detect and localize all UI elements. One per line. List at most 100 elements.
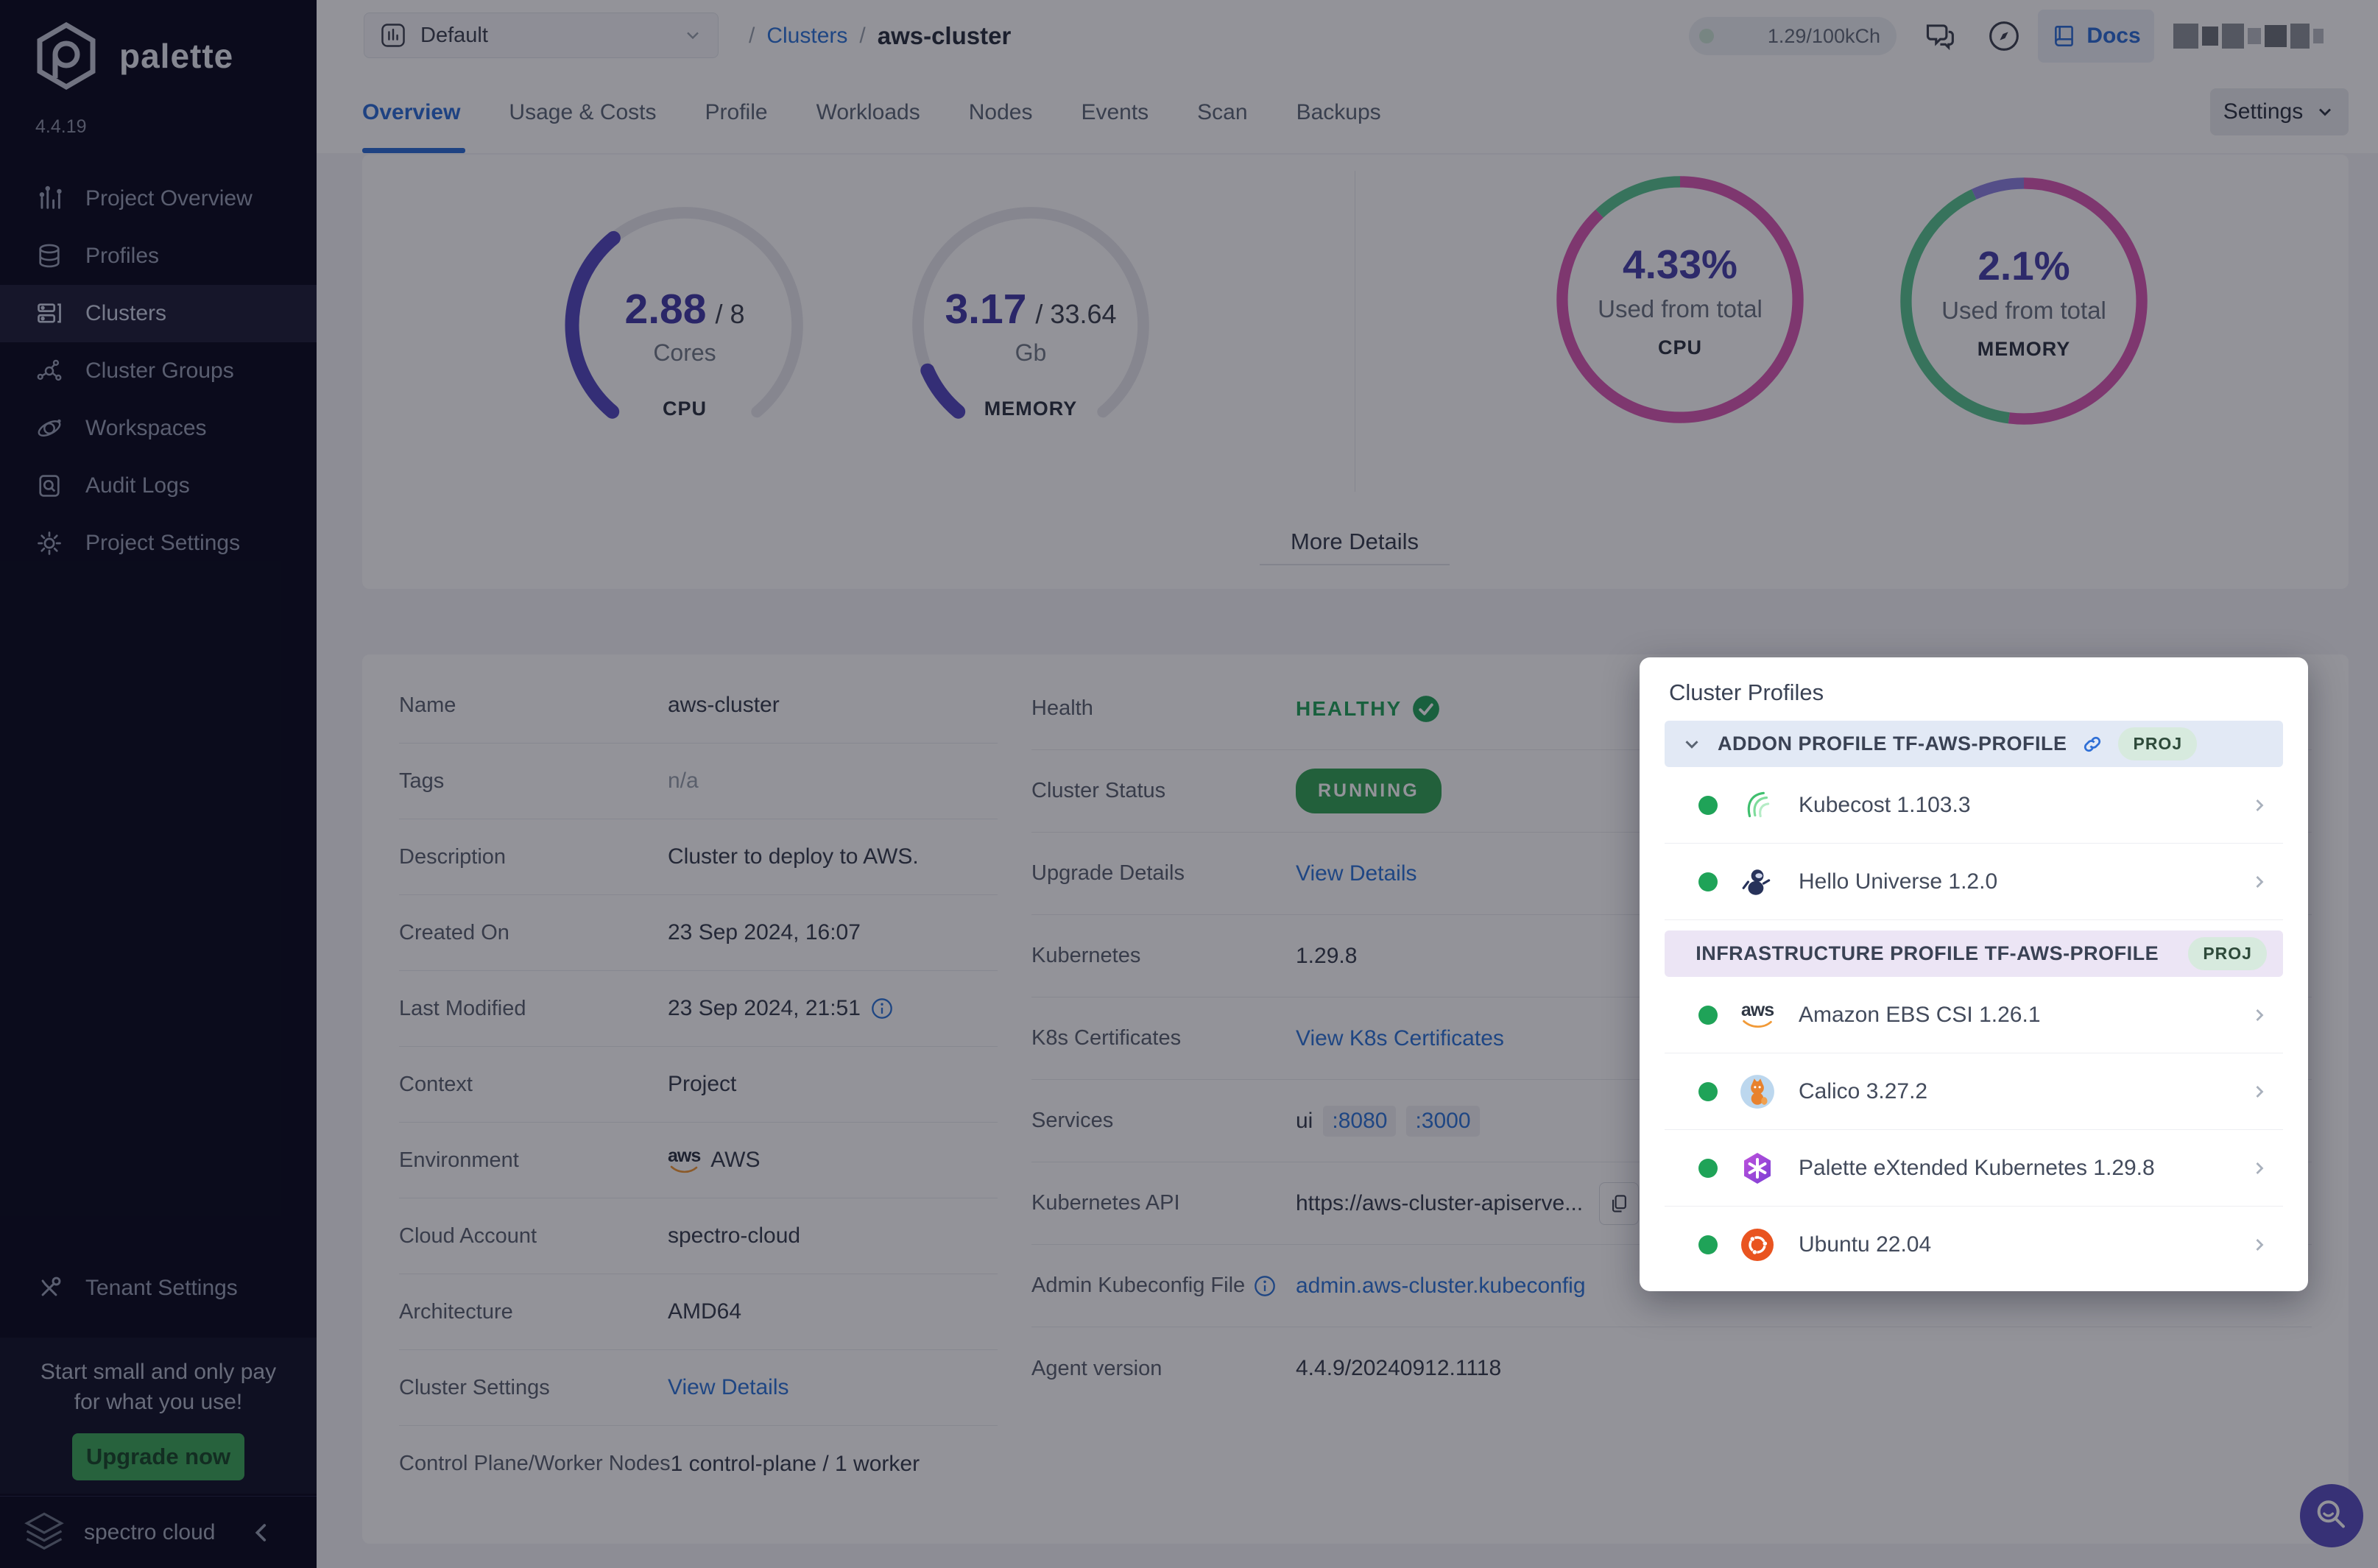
sidebar-item-project-settings[interactable]: Project Settings [0,515,317,572]
info-icon[interactable] [871,997,893,1020]
sidebar-item-cluster-groups[interactable]: Cluster Groups [0,342,317,400]
cluster-tabs: Overview Usage & Costs Profile Workloads… [362,72,2378,153]
chevron-down-icon [2319,108,2332,116]
layers-icon [35,242,63,270]
pack-status-dot [1698,1005,1718,1025]
view-k8s-certificates-link[interactable]: View K8s Certificates [1296,1025,1504,1050]
kubeconfig-download-link[interactable]: admin.aws-cluster.kubeconfig [1296,1273,1586,1298]
detail-label: Name [399,693,456,717]
audit-icon [35,472,63,500]
chevron-right-icon [2256,799,2264,811]
sidebar-item-workspaces[interactable]: Workspaces [0,400,317,457]
detail-value: AMD64 [668,1299,742,1324]
copy-button[interactable] [1599,1182,1640,1225]
pack-name: Hello Universe 1.2.0 [1799,869,1998,894]
kubecost-logo [1737,785,1778,826]
chevron-right-icon [2256,1239,2264,1251]
service-port-link[interactable]: :8080 [1323,1105,1397,1137]
detail-row-name: Name aws-cluster [399,668,998,744]
detail-value: 23 Sep 2024, 16:07 [668,920,861,944]
tab-nodes[interactable]: Nodes [968,100,1033,124]
tab-workloads[interactable]: Workloads [816,100,920,124]
service-port-link[interactable]: :3000 [1406,1105,1480,1137]
scope-badge: PROJ [2118,727,2198,760]
breadcrumb-separator: / [859,24,866,48]
cluster-settings-view-details-link[interactable]: View Details [668,1375,789,1399]
detail-value: 4.4.9/20240912.1118 [1296,1356,1502,1380]
sidebar-item-project-overview[interactable]: Project Overview [0,170,317,227]
tab-scan[interactable]: Scan [1197,100,1248,124]
sidebar-footer: spectro cloud [0,1496,317,1568]
docs-button-label: Docs [2086,24,2141,48]
detail-value: 1 control-plane / 1 worker [670,1451,920,1476]
detail-row-admin-kubeconfig: Admin Kubeconfig File admin.aws-cluster.… [1031,1245,2312,1327]
breadcrumb-clusters-link[interactable]: Clusters [766,24,848,48]
pack-status-dot [1698,1235,1718,1254]
detail-label: Tags [399,769,445,793]
gear-icon [35,529,63,557]
sidebar-item-label: Project Settings [85,531,241,555]
detail-label: Services [1031,1109,1114,1132]
palette-k8s-logo [1737,1148,1778,1189]
cpu-donut-label: CPU [1657,336,1702,359]
profile-pack-ubuntu[interactable]: Ubuntu 22.04 [1665,1207,2283,1283]
chat-icon[interactable] [1922,18,1957,54]
detail-row-description: Description Cluster to deploy to AWS. [399,819,998,895]
docs-button[interactable]: Docs [2038,10,2154,63]
detail-row-nodes: Control Plane/Worker Nodes 1 control-pla… [399,1426,998,1502]
sidebar-menu: Project Overview Profiles Clusters Clust… [0,170,317,572]
pack-name: Calico 3.27.2 [1799,1078,1928,1103]
usage-quota-text: 1.29/100kCh [1767,24,1880,47]
detail-value: Project [668,1072,737,1096]
detail-row-k8s-certificates: K8s Certificates View K8s Certificates [1031,997,2312,1080]
topbar: Default / Clusters / aws-cluster 1.29/10… [317,0,2378,72]
settings-dropdown-button[interactable]: Settings [2210,88,2349,135]
collapse-sidebar-icon[interactable] [249,1520,274,1545]
tab-events[interactable]: Events [1081,100,1149,124]
settings-button-label: Settings [2223,99,2304,124]
profile-pack-kubecost[interactable]: Kubecost 1.103.3 [1665,767,2283,844]
tab-usage-costs[interactable]: Usage & Costs [509,100,657,124]
info-icon[interactable] [1254,1275,1276,1297]
breadcrumb-separator: / [749,24,755,48]
detail-value: ui :8080 :3000 [1296,1105,1480,1137]
upgrade-now-button[interactable]: Upgrade now [72,1433,244,1480]
more-details-button[interactable]: More Details [1260,529,1450,565]
sidebar: palette 4.4.19 Project Overview Profiles [0,0,317,1568]
promo-text-line2: for what you use! [74,1390,243,1414]
profile-pack-hello-universe[interactable]: Hello Universe 1.2.0 [1665,844,2283,920]
sidebar-item-audit-logs[interactable]: Audit Logs [0,457,317,515]
sidebar-item-clusters[interactable]: Clusters [0,285,317,342]
addon-profile-section-header[interactable]: ADDON PROFILE TF-AWS-PROFILE PROJ [1665,721,2283,767]
detail-row-agent-version: Agent version 4.4.9/20240912.1118 [1031,1327,2312,1410]
project-scope-select[interactable]: Default [364,13,719,58]
upgrade-view-details-link[interactable]: View Details [1296,861,1417,886]
search-fab-button[interactable] [2300,1484,2363,1547]
profile-pack-calico[interactable]: Calico 3.27.2 [1665,1053,2283,1130]
tab-backups[interactable]: Backups [1296,100,1381,124]
memory-used-value: 3.17 [945,285,1027,333]
memory-donut-chart: 2.1% Used from total MEMORY [1896,173,2152,429]
infrastructure-profile-section-header[interactable]: INFRASTRUCTURE PROFILE TF-AWS-PROFILE PR… [1665,930,2283,977]
tab-profile[interactable]: Profile [705,100,768,124]
detail-row-tags: Tags n/a [399,744,998,819]
scope-badge: PROJ [2188,937,2267,970]
bar-chart-icon [35,185,63,213]
profile-pack-amazon-ebs-csi[interactable]: aws Amazon EBS CSI 1.26.1 [1665,977,2283,1053]
sidebar-item-profiles[interactable]: Profiles [0,227,317,285]
detail-label: Kubernetes API [1031,1191,1180,1215]
detail-value: aws AWS [668,1146,761,1174]
sidebar-item-label: Profiles [85,244,160,268]
project-scope-value: Default [420,23,488,47]
compass-icon[interactable] [1986,18,2022,54]
link-icon[interactable] [2081,733,2103,755]
detail-label: Created On [399,920,509,944]
user-account-redacted[interactable] [2173,21,2324,52]
detail-label: Admin Kubeconfig File [1031,1274,1296,1298]
sidebar-item-tenant-settings[interactable]: Tenant Settings [0,1260,317,1317]
ubuntu-logo [1737,1224,1778,1265]
palette-logo: palette [32,21,233,91]
detail-value: 1.29.8 [1296,943,1358,968]
profile-pack-palette-extended-k8s[interactable]: Palette eXtended Kubernetes 1.29.8 [1665,1130,2283,1207]
tab-overview[interactable]: Overview [362,72,484,153]
